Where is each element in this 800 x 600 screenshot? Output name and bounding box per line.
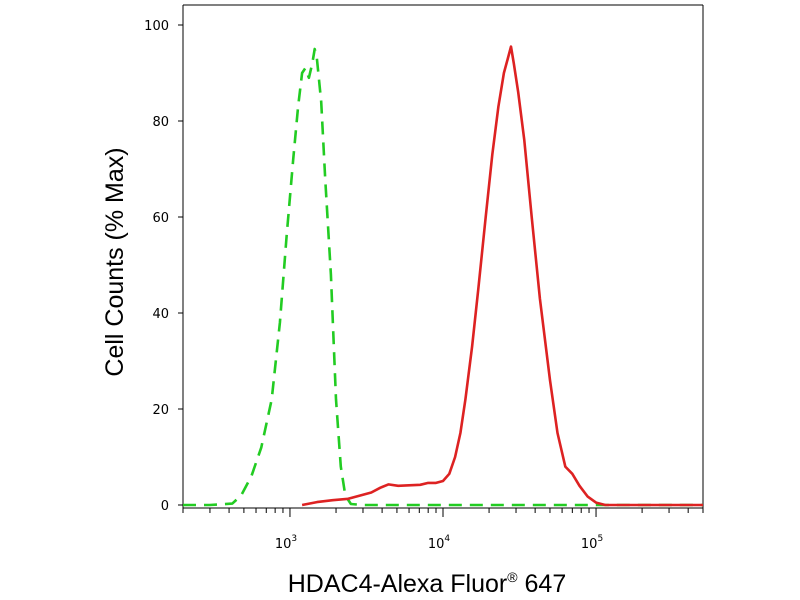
x-axis-title-main: HDAC4-Alexa Fluor	[288, 570, 508, 598]
series-layer	[183, 45, 703, 507]
y-tick-label: 40	[152, 307, 169, 322]
y-tick-label: 60	[152, 211, 169, 226]
y-tick-label: 20	[152, 403, 169, 418]
plot-frame	[182, 4, 704, 509]
series-line-2	[301, 45, 703, 507]
x-tick-label: 105	[581, 534, 603, 552]
y-tick-label: 100	[144, 19, 169, 34]
x-axis-title-registered-mark: ®	[507, 569, 518, 585]
series-line-1	[183, 47, 703, 507]
y-tick-label: 80	[152, 115, 169, 130]
y-tick-label: 0	[161, 499, 169, 514]
x-tick-label-exponent: 5	[597, 534, 603, 544]
x-tick-label: 103	[275, 534, 297, 552]
x-tick-label-base: 10	[581, 537, 598, 552]
x-axis-title: HDAC4-Alexa Fluor® 647	[288, 569, 567, 598]
x-tick-label-base: 10	[275, 537, 292, 552]
x-axis-ticks: 103 104 105	[182, 508, 704, 552]
y-axis-ticks: 0 20 40 60 80 100	[144, 19, 183, 514]
x-tick-label-base: 10	[428, 537, 445, 552]
x-axis-title-suffix: 647	[518, 570, 567, 598]
x-tick-label-exponent: 3	[291, 534, 297, 544]
x-tick-label-exponent: 4	[444, 534, 450, 544]
y-axis-title: Cell Counts (% Max)	[101, 147, 129, 376]
x-tick-label: 104	[428, 534, 451, 552]
